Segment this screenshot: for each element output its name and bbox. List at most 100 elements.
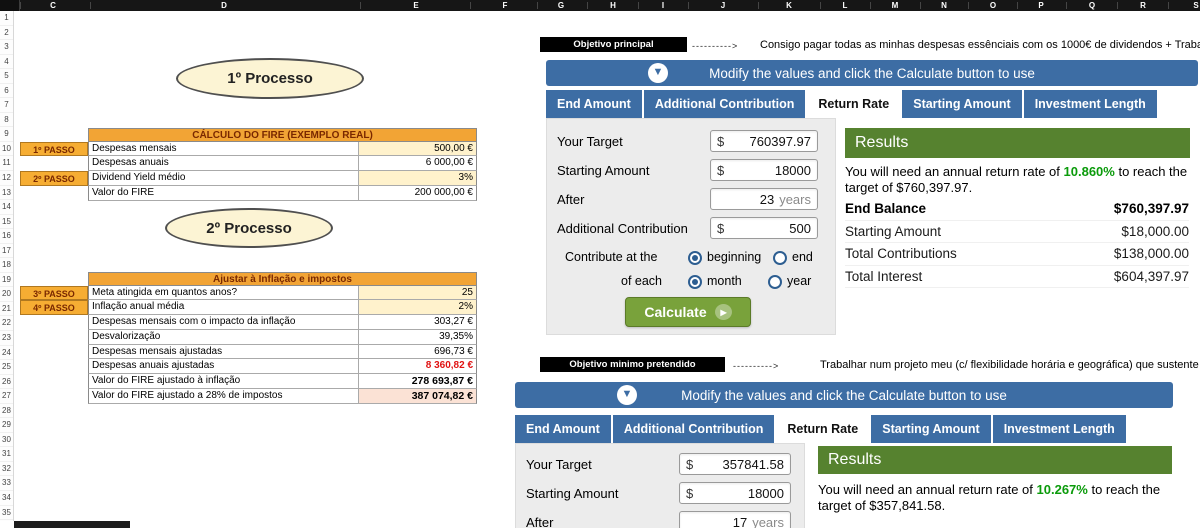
step-label-cell[interactable]: [20, 315, 88, 330]
calculator-tab[interactable]: Starting Amount: [902, 90, 1022, 118]
step-label-cell[interactable]: 1º PASSO: [20, 141, 88, 157]
calculate-button[interactable]: Calculate ▶: [625, 297, 751, 327]
calculator-tab[interactable]: Additional Contribution: [643, 90, 806, 118]
additional-contribution-input[interactable]: $ 500: [710, 217, 818, 239]
row-value-cell[interactable]: 25: [359, 285, 477, 301]
calculator-tab[interactable]: Return Rate: [807, 90, 901, 118]
row-number[interactable]: 34: [0, 491, 13, 506]
row-number[interactable]: 31: [0, 447, 13, 462]
column-header[interactable]: Q: [1088, 1, 1096, 10]
column-header[interactable]: D: [221, 1, 227, 10]
row-label-cell[interactable]: Despesas anuais: [88, 156, 359, 172]
select-all-corner[interactable]: [0, 0, 20, 11]
row-value-cell[interactable]: 278 693,87 €: [359, 374, 477, 390]
row-number[interactable]: 2: [0, 26, 13, 41]
row-number[interactable]: 7: [0, 98, 13, 113]
row-number[interactable]: 20: [0, 287, 13, 302]
row-number[interactable]: 10: [0, 142, 13, 157]
calculator-tab[interactable]: Return Rate: [776, 415, 870, 443]
after-input[interactable]: 17 years: [679, 511, 791, 528]
year-radio[interactable]: [768, 275, 782, 289]
step-label-cell[interactable]: [20, 156, 88, 171]
calculator-header-bar[interactable]: ▼ Modify the values and click the Calcul…: [515, 382, 1173, 408]
row-label-cell[interactable]: Despesas mensais ajustadas: [88, 344, 359, 360]
step-label-cell[interactable]: [20, 186, 88, 201]
bottom-scrollbar[interactable]: [14, 521, 130, 528]
column-header[interactable]: H: [610, 1, 616, 10]
column-header[interactable]: K: [786, 1, 792, 10]
row-number[interactable]: 14: [0, 200, 13, 215]
row-label-cell[interactable]: Valor do FIRE ajustado à inflação: [88, 374, 359, 390]
row-value-cell[interactable]: 387 074,82 €: [359, 389, 477, 404]
calculator-tab[interactable]: End Amount: [546, 90, 642, 118]
row-label-cell[interactable]: Meta atingida em quantos anos?: [88, 285, 359, 301]
column-header[interactable]: O: [989, 1, 997, 10]
column-header[interactable]: J: [720, 1, 726, 10]
column-header[interactable]: I: [661, 1, 665, 10]
row-label-cell[interactable]: Despesas mensais com o impacto da inflaç…: [88, 315, 359, 330]
row-label-cell[interactable]: Desvalorização: [88, 329, 359, 345]
row-number[interactable]: 15: [0, 215, 13, 230]
step-label-cell[interactable]: [20, 389, 88, 404]
row-value-cell[interactable]: 303,27 €: [359, 315, 477, 330]
step-label-cell[interactable]: [20, 330, 88, 345]
starting-amount-input[interactable]: $ 18000: [679, 482, 791, 504]
column-header[interactable]: E: [413, 1, 419, 10]
row-number[interactable]: 6: [0, 84, 13, 99]
row-value-cell[interactable]: 39,35%: [359, 329, 477, 345]
row-number[interactable]: 5: [0, 69, 13, 84]
calculator-tab[interactable]: End Amount: [515, 415, 611, 443]
row-number[interactable]: 8: [0, 113, 13, 128]
row-value-cell[interactable]: 500,00 €: [359, 141, 477, 157]
step-label-cell[interactable]: [20, 374, 88, 389]
beginning-radio[interactable]: [688, 251, 702, 265]
step-label-cell[interactable]: 4º PASSO: [20, 300, 88, 316]
row-number[interactable]: 22: [0, 316, 13, 331]
row-number[interactable]: 16: [0, 229, 13, 244]
row-number[interactable]: 19: [0, 273, 13, 288]
column-header[interactable]: N: [941, 1, 947, 10]
row-value-cell[interactable]: 3%: [359, 171, 477, 186]
fire-table-title[interactable]: CÁLCULO DO FIRE (EXEMPLO REAL): [88, 128, 477, 142]
column-header[interactable]: C: [50, 1, 56, 10]
row-label-cell[interactable]: Valor do FIRE: [88, 185, 359, 201]
inflation-table-title[interactable]: Ajustar à Inflação e impostos: [88, 272, 477, 286]
step-label-cell[interactable]: [20, 359, 88, 374]
month-label[interactable]: month: [707, 274, 742, 288]
row-number[interactable]: 4: [0, 55, 13, 70]
row-label-cell[interactable]: Despesas mensais: [88, 141, 359, 157]
row-number[interactable]: 1: [0, 11, 13, 26]
row-value-cell[interactable]: 6 000,00 €: [359, 156, 477, 172]
your-target-input[interactable]: $ 760397.97: [710, 130, 818, 152]
column-header[interactable]: G: [557, 1, 565, 10]
step-label-cell[interactable]: [20, 345, 88, 360]
collapse-icon[interactable]: ▼: [648, 63, 668, 83]
row-label-cell[interactable]: Valor do FIRE ajustado a 28% de impostos: [88, 389, 359, 404]
calculator-tab[interactable]: Investment Length: [992, 415, 1126, 443]
step-label-cell[interactable]: 2º PASSO: [20, 171, 88, 186]
column-header[interactable]: P: [1038, 1, 1044, 10]
row-number[interactable]: 30: [0, 433, 13, 448]
row-number[interactable]: 35: [0, 506, 13, 521]
row-label-cell[interactable]: Inflação anual média: [88, 300, 359, 316]
after-input[interactable]: 23 years: [710, 188, 818, 210]
column-header[interactable]: R: [1140, 1, 1146, 10]
row-number[interactable]: 13: [0, 186, 13, 201]
starting-amount-input[interactable]: $ 18000: [710, 159, 818, 181]
row-number[interactable]: 9: [0, 127, 13, 142]
your-target-input[interactable]: $ 357841.58: [679, 453, 791, 475]
collapse-icon[interactable]: ▼: [617, 385, 637, 405]
row-number[interactable]: 3: [0, 40, 13, 55]
row-number[interactable]: 26: [0, 375, 13, 390]
year-label[interactable]: year: [787, 274, 812, 288]
row-number[interactable]: 29: [0, 418, 13, 433]
row-number[interactable]: 24: [0, 346, 13, 361]
column-header[interactable]: L: [842, 1, 848, 10]
row-number[interactable]: 27: [0, 389, 13, 404]
calculator-tab[interactable]: Investment Length: [1023, 90, 1157, 118]
row-value-cell[interactable]: 2%: [359, 300, 477, 316]
row-number[interactable]: 32: [0, 462, 13, 477]
column-header[interactable]: F: [502, 1, 508, 10]
step-label-cell[interactable]: 3º PASSO: [20, 285, 88, 301]
row-number[interactable]: 12: [0, 171, 13, 186]
